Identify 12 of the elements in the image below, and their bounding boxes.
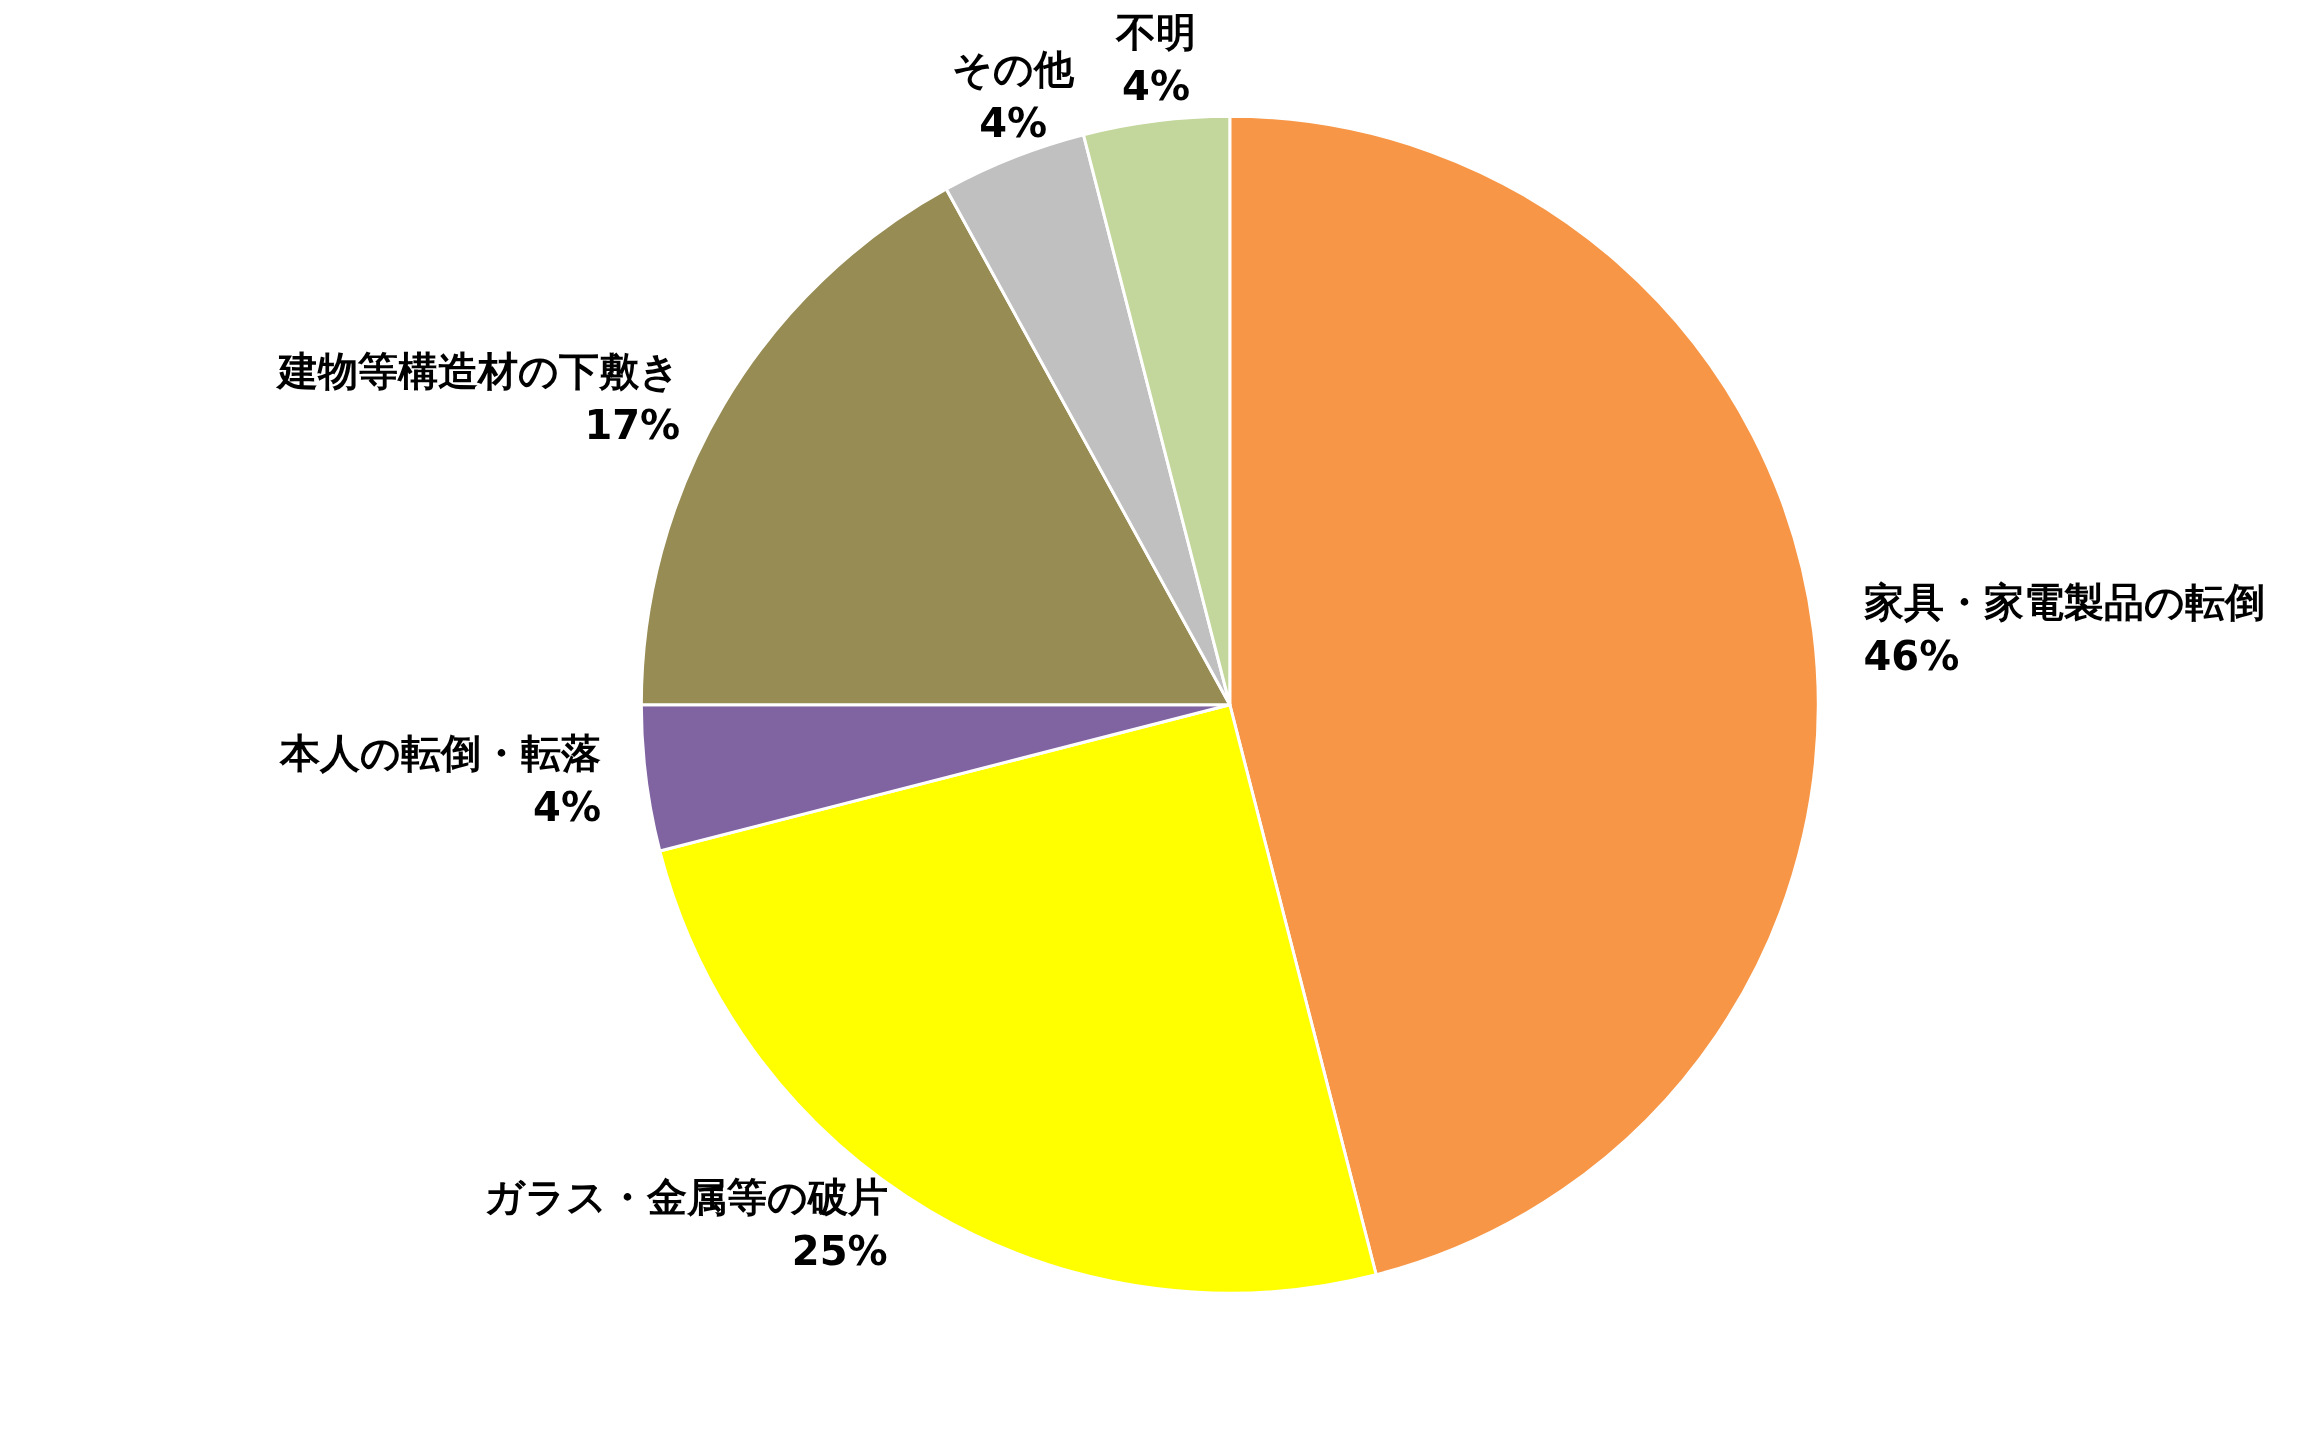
data-label: 17% — [584, 401, 681, 448]
slice-label: ガラス・金属等の破片 — [483, 1174, 888, 1221]
slice-label: 本人の転倒・転落 — [279, 730, 602, 777]
data-label: 4% — [979, 99, 1048, 146]
data-label: 4% — [1122, 62, 1190, 109]
slice-label: 建物等構造材の下敷き — [275, 347, 681, 394]
slice-label: その他 — [952, 45, 1076, 92]
data-label: 46% — [1863, 633, 1960, 680]
slice-label: 家具・家電製品の転倒 — [1863, 579, 2265, 626]
data-label: 25% — [791, 1228, 888, 1275]
slice-label: 不明 — [1115, 8, 1197, 55]
data-label: 4% — [533, 784, 602, 831]
